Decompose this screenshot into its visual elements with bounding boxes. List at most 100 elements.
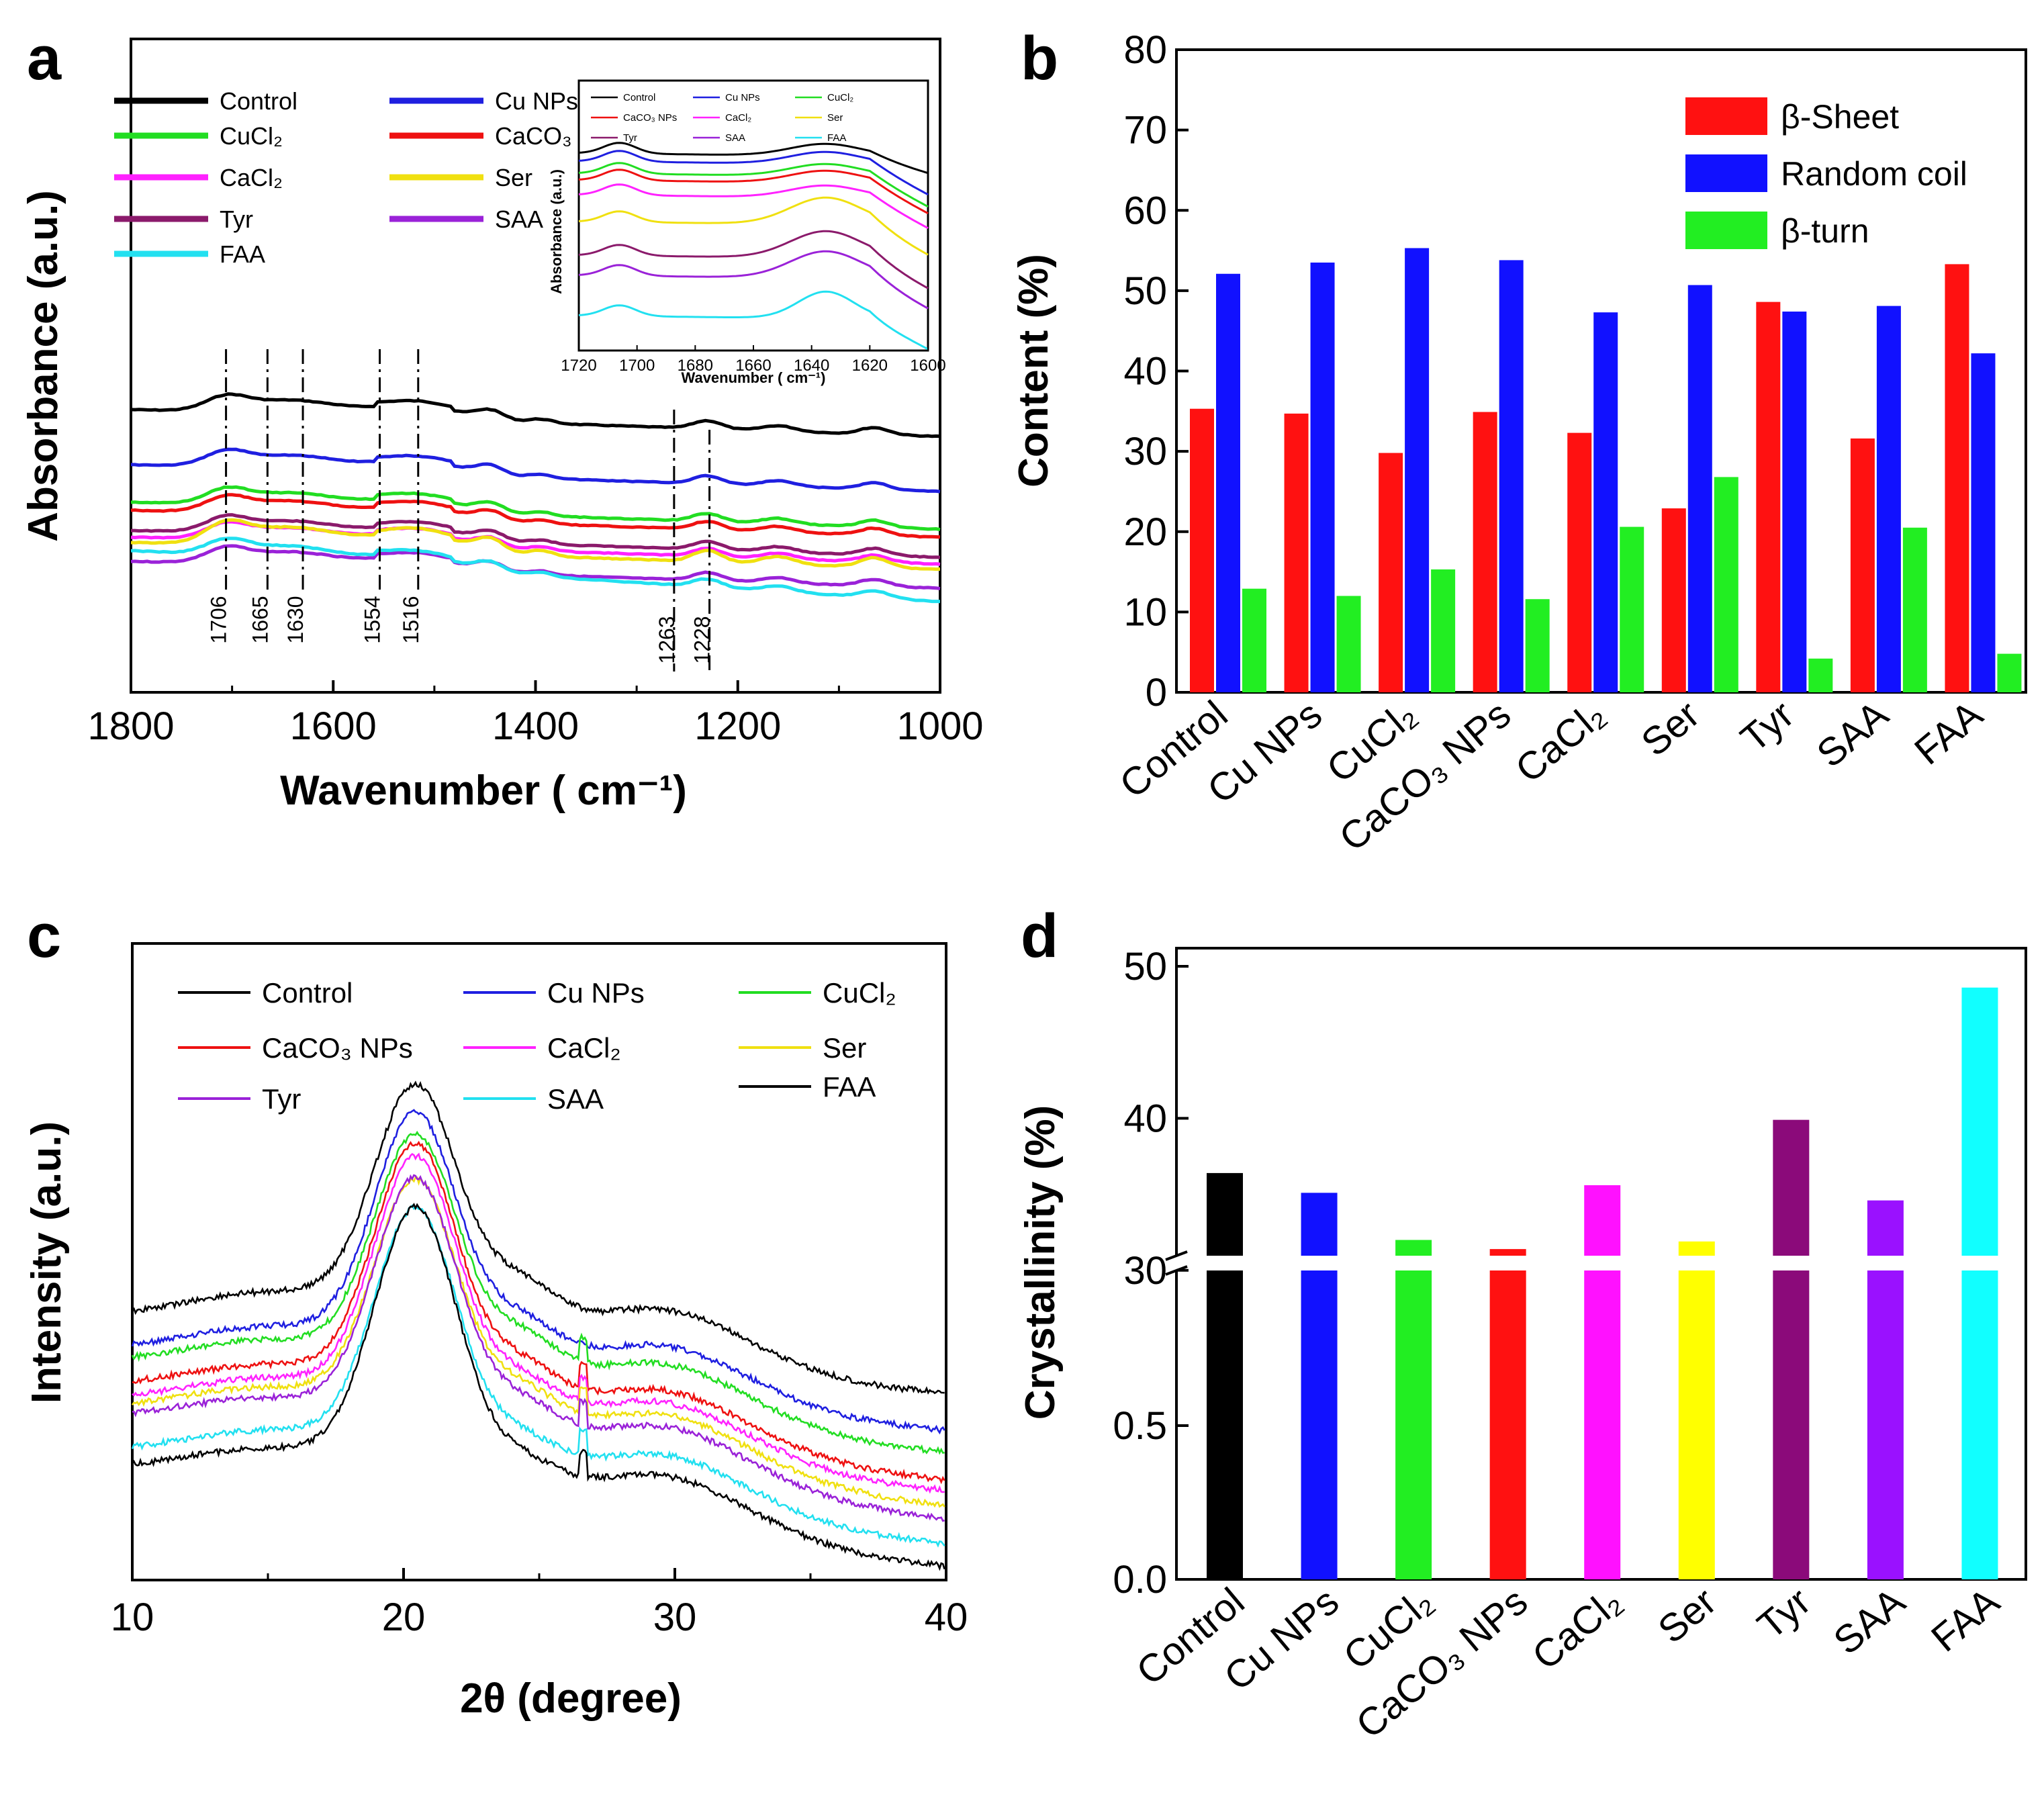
legend-label-c: Ser xyxy=(823,1032,866,1064)
inset-spectrum-line xyxy=(578,196,929,256)
bars-b xyxy=(1190,248,2022,693)
category-label-d: Ser xyxy=(1650,1579,1724,1652)
inset-x-tick-label: 1600 xyxy=(910,357,945,375)
bar-d xyxy=(1489,1249,1526,1579)
y-axis-title-a: Absorbance (a.u.) xyxy=(20,190,66,542)
category-label-b: SAA xyxy=(1809,692,1897,776)
y-tick-label-b: 40 xyxy=(1123,350,1167,394)
bar-b xyxy=(1242,588,1266,692)
legend-label-c: FAA xyxy=(823,1071,876,1103)
legend-label-a: CuCl₂ xyxy=(220,122,283,150)
peak-label: 1228 xyxy=(690,616,714,663)
legend-label-a: Cu NPs xyxy=(495,87,578,115)
inset-spectrum-line xyxy=(578,230,929,289)
legend-label-a: Tyr xyxy=(220,205,253,233)
category-label-b: CaCl₂ xyxy=(1507,692,1614,791)
spectrum-line xyxy=(130,537,941,604)
inset-x-tick-label: 1720 xyxy=(561,357,596,375)
bar-b xyxy=(1714,477,1738,692)
x-ticks-c: 10 20 30 40 xyxy=(111,1568,968,1639)
x-tick-label-a: 1000 xyxy=(896,704,983,748)
peak-label: 1263 xyxy=(655,616,679,663)
xrd-line xyxy=(131,1109,945,1435)
inset-legend-label: Tyr xyxy=(623,132,637,144)
x-tick-label-c: 30 xyxy=(653,1595,697,1639)
y-axis-title-b: Content (%) xyxy=(1011,254,1057,488)
inset-spectrum-line xyxy=(578,250,929,310)
peak-label: 1516 xyxy=(399,596,423,643)
x-tick-label-c: 20 xyxy=(382,1595,426,1639)
category-label-d: CaCl₂ xyxy=(1524,1579,1630,1678)
xrd-line xyxy=(132,1080,945,1395)
x-tick-label-a: 1200 xyxy=(694,704,781,748)
bar-b xyxy=(1284,413,1309,692)
legend-b: β-Sheet Random coil β-turn xyxy=(1685,97,1967,250)
category-label-d: Tyr xyxy=(1749,1579,1818,1648)
inset-spectrum-line xyxy=(578,150,929,196)
inset-spectrum-line xyxy=(578,290,929,351)
bar-b xyxy=(1997,653,2022,692)
x-tick-label-c: 10 xyxy=(111,1595,154,1639)
x-tick-label-a: 1800 xyxy=(87,704,174,748)
legend-swatch-b xyxy=(1685,212,1767,249)
bar-d xyxy=(1207,1172,1243,1579)
legend-swatch-b xyxy=(1685,97,1767,135)
spectrum-line xyxy=(130,518,941,571)
bar-b xyxy=(1687,285,1712,693)
x-axis-title-c: 2θ (degree) xyxy=(460,1675,682,1722)
xrd-line xyxy=(132,1152,945,1494)
y-axis-title-c: Intensity (a.u.) xyxy=(24,1121,70,1403)
x-tick-label-a: 1600 xyxy=(290,704,377,748)
y-tick-label-b: 70 xyxy=(1123,109,1167,152)
legend-label-c: Control xyxy=(262,977,353,1009)
y-tick-label-b: 10 xyxy=(1123,590,1167,634)
xrd-line xyxy=(132,1140,945,1485)
bar-d xyxy=(1301,1193,1338,1579)
y-tick-label-d: 50 xyxy=(1123,945,1167,988)
peak-label: 1706 xyxy=(207,596,231,643)
bar-b xyxy=(1567,432,1592,692)
x-tick-label-a: 1400 xyxy=(492,704,579,748)
axis-break-gap xyxy=(1163,1256,2025,1270)
bar-d xyxy=(1584,1185,1621,1579)
y-tick-label-b: 0 xyxy=(1146,671,1167,714)
legend-label-c: SAA xyxy=(547,1083,604,1115)
bar-d xyxy=(1961,987,1998,1579)
legend-label-c: Tyr xyxy=(262,1083,301,1115)
xrd-line xyxy=(131,1203,945,1571)
inset-legend-label: SAA xyxy=(725,132,745,144)
bar-b xyxy=(1310,263,1335,693)
inset-spectrum-line xyxy=(578,142,929,175)
bar-b xyxy=(1473,412,1497,692)
spectrum-line xyxy=(130,392,941,438)
inset-legend-label: Ser xyxy=(827,112,843,124)
bar-b xyxy=(1850,438,1875,692)
y-axis-title-d: Crystallinity (%) xyxy=(1017,1105,1064,1420)
y-tick-label-d: 30 xyxy=(1123,1249,1167,1293)
inset-spectrum-line xyxy=(578,169,929,215)
xrd-line xyxy=(131,1204,945,1548)
inset-legend-label: Control xyxy=(623,92,655,103)
inset-spectrum-line xyxy=(578,183,929,230)
category-label-b: Ser xyxy=(1633,692,1708,765)
y-tick-label-b: 80 xyxy=(1123,28,1167,72)
inset-legend-label: CuCl₂ xyxy=(827,92,853,103)
y-tick-label-b: 50 xyxy=(1123,269,1167,313)
legend-label-a: Ser xyxy=(495,164,532,191)
x-ticks-a: 1800 1600 1400 1200 1000 xyxy=(87,680,984,748)
y-tick-label-b: 60 xyxy=(1123,189,1167,232)
axis-break-mark xyxy=(1165,1250,1188,1261)
bar-b xyxy=(1525,599,1550,692)
bar-b xyxy=(1405,248,1430,692)
xrd-line xyxy=(131,1176,945,1508)
bar-b xyxy=(1876,306,1901,692)
legend-label-c: CuCl₂ xyxy=(823,977,896,1009)
y-tick-label-d: 0.5 xyxy=(1113,1404,1167,1448)
legend-label-a: SAA xyxy=(495,205,543,233)
peak-markers-a: 1706 1665 1630 1554 1516 1263 1228 xyxy=(207,349,714,672)
spectrum-line xyxy=(131,513,941,559)
y-ticks-b: 0 10 20 30 40 50 60 70 80 xyxy=(1123,28,1189,714)
inset-x-tick-label: 1620 xyxy=(852,357,888,375)
